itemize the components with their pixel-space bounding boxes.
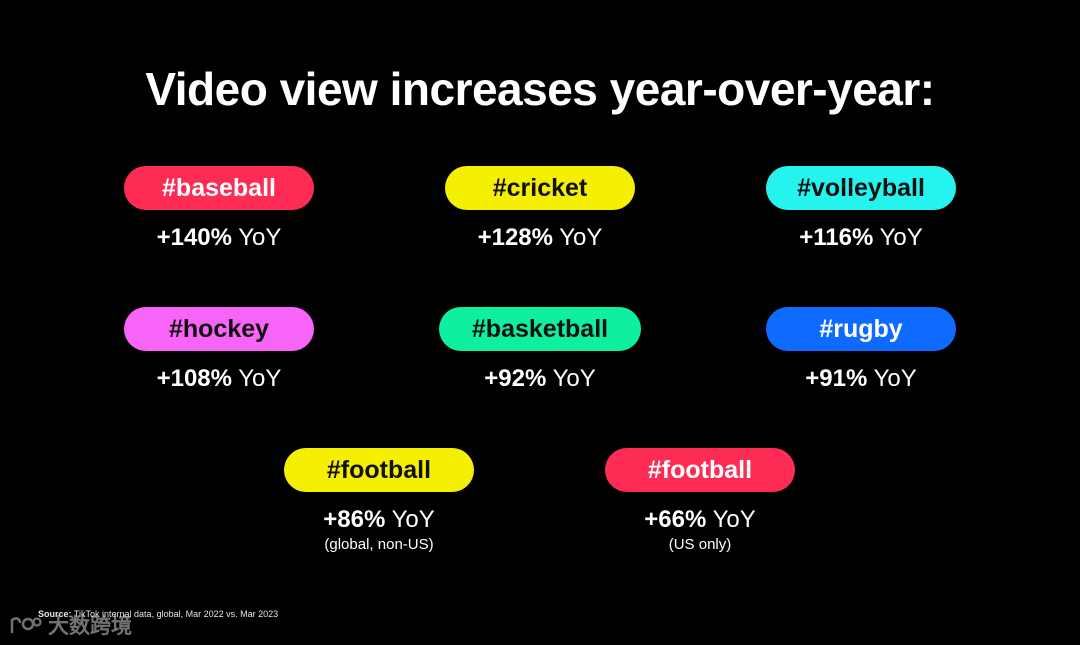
hashtag-pill: #cricket xyxy=(445,166,635,210)
yoy-suffix: YoY xyxy=(238,365,282,392)
scope-note: (US only) xyxy=(668,536,732,553)
yoy-stat: +128% YoY xyxy=(478,224,603,252)
yoy-suffix: YoY xyxy=(238,224,282,251)
watermark-logo-icon xyxy=(10,617,42,634)
yoy-stat: +140% YoY xyxy=(157,224,282,252)
yoy-stat: +116% YoY xyxy=(799,224,922,252)
yoy-stat: +108% YoY xyxy=(157,365,282,393)
stat-basketball: #basketball +92% YoY xyxy=(410,307,670,393)
yoy-stat: +66% YoY xyxy=(644,506,755,534)
stat-football-us: #football +66% YoY (US only) xyxy=(570,448,830,553)
yoy-suffix: YoY xyxy=(552,365,596,392)
hashtag-pill: #baseball xyxy=(124,166,314,210)
hashtag-pill: #rugby xyxy=(766,307,956,351)
yoy-suffix: YoY xyxy=(559,224,603,251)
increase-value: +91% xyxy=(805,365,868,392)
yoy-stat: +86% YoY xyxy=(323,506,434,534)
yoy-suffix: YoY xyxy=(712,506,756,533)
watermark-text: 大数跨境 xyxy=(48,614,132,638)
yoy-suffix: YoY xyxy=(879,224,923,251)
source-note: Source: TikTok internal data, global, Ma… xyxy=(38,609,278,619)
increase-value: +108% xyxy=(156,365,232,392)
increase-value: +140% xyxy=(156,224,232,251)
increase-value: +128% xyxy=(477,224,553,251)
yoy-suffix: YoY xyxy=(873,365,917,392)
yoy-stat: +92% YoY xyxy=(484,365,595,393)
hashtag-pill: #football xyxy=(284,448,474,492)
watermark: 大数跨境 xyxy=(8,610,132,640)
stat-hockey: #hockey +108% YoY xyxy=(89,307,349,393)
hashtag-pill: #football xyxy=(605,448,795,492)
stat-volleyball: #volleyball +116% YoY xyxy=(731,166,991,252)
hashtag-pill: #basketball xyxy=(439,307,641,351)
stat-cricket: #cricket +128% YoY xyxy=(410,166,670,252)
increase-value: +86% xyxy=(323,506,386,533)
yoy-suffix: YoY xyxy=(391,506,435,533)
increase-value: +92% xyxy=(484,365,547,392)
scope-note: (global, non-US) xyxy=(324,536,434,553)
increase-value: +66% xyxy=(644,506,707,533)
stat-baseball: #baseball +140% YoY xyxy=(89,166,349,252)
yoy-stat: +91% YoY xyxy=(805,365,916,393)
increase-value: +116% xyxy=(799,224,874,251)
source-label: Source: xyxy=(38,609,72,619)
stat-football-global: #football +86% YoY (global, non-US) xyxy=(249,448,509,553)
source-text: TikTok internal data, global, Mar 2022 v… xyxy=(73,609,279,619)
hashtag-pill: #volleyball xyxy=(766,166,956,210)
hashtag-pill: #hockey xyxy=(124,307,314,351)
page-title: Video view increases year-over-year: xyxy=(145,63,935,115)
stat-rugby: #rugby +91% YoY xyxy=(731,307,991,393)
